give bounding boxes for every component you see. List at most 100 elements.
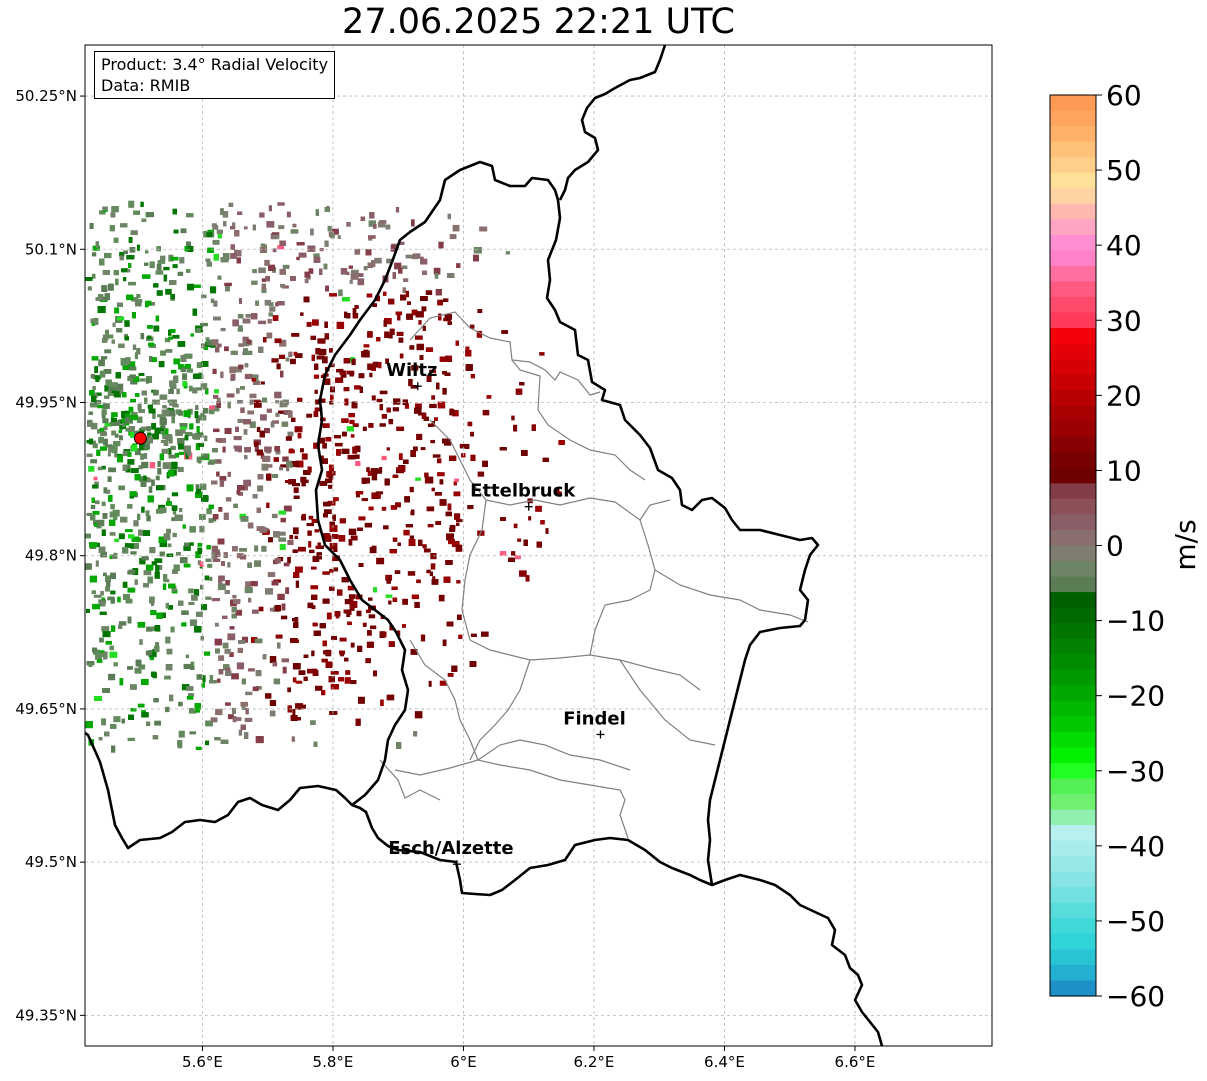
colorbar-segment bbox=[1050, 964, 1096, 982]
colorbar-segment bbox=[1050, 902, 1096, 919]
canton-boundaries bbox=[379, 311, 809, 839]
colorbar-segment bbox=[1050, 219, 1096, 236]
colorbar-tick-label: 40 bbox=[1106, 229, 1142, 262]
city-label: Ettelbruck bbox=[470, 481, 576, 502]
colorbar-tick-label: −40 bbox=[1106, 830, 1165, 863]
map-title: 27.06.2025 22:21 UTC bbox=[342, 2, 735, 42]
colorbar-segment bbox=[1050, 436, 1096, 453]
colorbar-tick-label: 20 bbox=[1106, 379, 1142, 412]
colorbar-segment bbox=[1050, 343, 1096, 360]
city-labels: Wiltz Ettelbruck Findel Esch/Alzette bbox=[386, 360, 626, 869]
colorbar-segment bbox=[1050, 918, 1096, 935]
colorbar-tick-label: −20 bbox=[1106, 680, 1165, 713]
colorbar-segment bbox=[1050, 359, 1096, 376]
radar-site-marker bbox=[133, 431, 147, 445]
product-info-box: Product: 3.4° Radial Velocity Data: RMIB bbox=[94, 51, 336, 99]
lon-tick-label: 6°E bbox=[450, 1053, 477, 1071]
lon-tick-label: 6.6°E bbox=[835, 1053, 876, 1071]
map-frame bbox=[84, 44, 993, 1047]
velocity-echoes bbox=[85, 200, 565, 753]
country-borders bbox=[85, 45, 884, 1046]
colorbar-segment bbox=[1050, 374, 1096, 391]
colorbar-segment bbox=[1050, 747, 1096, 764]
colorbar-segment bbox=[1050, 794, 1096, 811]
colorbar-segment bbox=[1050, 95, 1096, 112]
colorbar-segment bbox=[1050, 654, 1096, 671]
colorbar-tick-label: −50 bbox=[1106, 905, 1165, 938]
colorbar-segment bbox=[1050, 762, 1096, 780]
colorbar-segment bbox=[1050, 141, 1096, 158]
colorbar-segment bbox=[1050, 871, 1096, 888]
colorbar-segment bbox=[1050, 234, 1096, 251]
lat-tick-label: 49.5°N bbox=[25, 853, 77, 871]
lat-tick-label: 49.8°N bbox=[25, 547, 77, 565]
colorbar-tick-label: −60 bbox=[1106, 980, 1165, 1013]
lat-tick-label: 50.25°N bbox=[15, 87, 77, 105]
colorbar-segment bbox=[1050, 498, 1096, 516]
colorbar-segment bbox=[1050, 157, 1096, 174]
lat-tick-label: 49.65°N bbox=[15, 700, 77, 718]
colorbar-segment bbox=[1050, 856, 1096, 873]
lat-tick-label: 49.35°N bbox=[15, 1006, 77, 1024]
colorbar-segment bbox=[1050, 328, 1096, 345]
colorbar-segment bbox=[1050, 607, 1096, 624]
lon-tick-label: 5.6°E bbox=[182, 1053, 223, 1071]
colorbar-segment bbox=[1050, 529, 1096, 547]
colorbar-tick-label: 30 bbox=[1106, 304, 1142, 337]
colorbar-segment bbox=[1050, 561, 1096, 578]
lon-tick-label: 6.2°E bbox=[574, 1053, 615, 1071]
colorbar-tick-label: 60 bbox=[1106, 79, 1142, 112]
colorbar-segment bbox=[1050, 545, 1096, 562]
colorbar-segment bbox=[1050, 623, 1096, 640]
colorbar-segment bbox=[1050, 250, 1096, 267]
axis-ticks: 50.25°N 50.1°N 49.95°N 49.8°N 49.65°N 49.5°N 4… bbox=[15, 87, 875, 1071]
colorbar-segment bbox=[1050, 203, 1096, 220]
colorbar-tick-label: −30 bbox=[1106, 755, 1165, 788]
colorbar-segment bbox=[1050, 731, 1096, 749]
colorbar-tick-label: −10 bbox=[1106, 605, 1165, 638]
colorbar-segment bbox=[1050, 778, 1096, 795]
colorbar-segment bbox=[1050, 887, 1096, 904]
lat-tick-label: 49.95°N bbox=[15, 394, 77, 412]
colorbar-tick-label: 0 bbox=[1106, 530, 1124, 563]
product-label: Product: 3.4° Radial Velocity bbox=[101, 55, 329, 74]
colorbar-segment bbox=[1050, 126, 1096, 143]
colorbar-segment bbox=[1050, 312, 1096, 329]
colorbar-segment bbox=[1050, 669, 1096, 686]
colorbar-segment bbox=[1050, 296, 1096, 314]
colorbar-segment bbox=[1050, 467, 1096, 484]
colorbar-segment bbox=[1050, 933, 1096, 950]
colorbar-segment bbox=[1050, 405, 1096, 422]
colorbar-segment bbox=[1050, 281, 1096, 298]
lat-tick-label: 50.1°N bbox=[25, 240, 77, 258]
colorbar-segment bbox=[1050, 421, 1096, 438]
colorbar-segment bbox=[1050, 390, 1096, 407]
colorbar-segment bbox=[1050, 265, 1096, 283]
colorbar-tick-label: 50 bbox=[1106, 154, 1142, 187]
colorbar-tick-label: 10 bbox=[1106, 454, 1142, 487]
lon-tick-label: 6.4°E bbox=[704, 1053, 745, 1071]
colorbar-segment bbox=[1050, 685, 1096, 702]
colorbar-segment bbox=[1050, 809, 1096, 826]
city-label: Wiltz bbox=[386, 360, 437, 381]
data-source-label: Data: RMIB bbox=[101, 76, 191, 95]
colorbar-segment bbox=[1050, 825, 1096, 842]
colorbar-segment bbox=[1050, 452, 1096, 469]
city-label: Findel bbox=[563, 708, 626, 729]
colorbar-segment bbox=[1050, 716, 1096, 733]
colorbar-segment bbox=[1050, 980, 1096, 997]
colorbar-segment bbox=[1050, 483, 1096, 500]
colorbar-segment bbox=[1050, 638, 1096, 655]
colorbar-unit-label: m/s bbox=[1169, 519, 1202, 570]
lon-tick-label: 5.8°E bbox=[313, 1053, 354, 1071]
city-label: Esch/Alzette bbox=[388, 838, 513, 859]
colorbar-segment bbox=[1050, 840, 1096, 857]
colorbar-segment bbox=[1050, 188, 1096, 205]
colorbar-segment bbox=[1050, 592, 1096, 609]
colorbar-segment bbox=[1050, 110, 1096, 127]
colorbar-segment bbox=[1050, 576, 1096, 593]
colorbar-segment bbox=[1050, 949, 1096, 966]
colorbar-segment bbox=[1050, 700, 1096, 717]
